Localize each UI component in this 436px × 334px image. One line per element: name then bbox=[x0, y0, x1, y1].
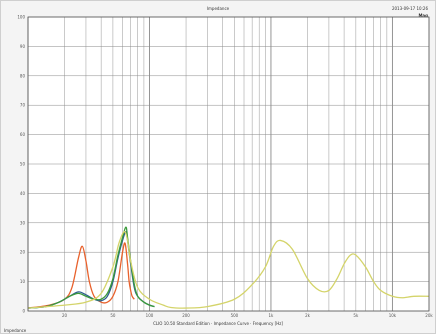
plot-border bbox=[27, 16, 430, 312]
date-stamp: 2013-09-17 10:26 bbox=[391, 6, 428, 11]
y-tick-label: 20 bbox=[20, 250, 26, 255]
y-tick-label: 0 bbox=[22, 309, 25, 314]
chart-title: Impedance bbox=[206, 6, 230, 11]
x-tick-label: 200 bbox=[182, 313, 190, 318]
series-line-4 bbox=[27, 230, 430, 309]
x-tick-label: 50 bbox=[110, 313, 116, 318]
x-tick-label: 10k bbox=[389, 313, 397, 318]
x-tick-label: 5k bbox=[353, 313, 359, 318]
series-line-1 bbox=[27, 242, 135, 309]
mag-tag: Mag bbox=[418, 13, 428, 18]
x-tick-label: 20k bbox=[425, 313, 433, 318]
y-tick-label: 80 bbox=[20, 73, 26, 78]
x-tick-label: 100 bbox=[146, 313, 154, 318]
series bbox=[27, 226, 430, 309]
footer-label: Impedance bbox=[4, 328, 27, 333]
y-tick-label: 70 bbox=[20, 103, 26, 108]
y-tick-label: 50 bbox=[20, 162, 26, 167]
y-tick-label: 90 bbox=[20, 44, 26, 49]
y-tick-label: 60 bbox=[20, 132, 26, 137]
series-line-3 bbox=[27, 226, 155, 309]
footer-note: CLIO 10.50 Standard Edition · Impedance … bbox=[153, 321, 283, 326]
tick-labels: 0 10 20 30 40 50 60 70 80 90 100 20 50 100 200 500 1k 2k 5… bbox=[17, 15, 433, 319]
x-tick-label: 20 bbox=[62, 313, 68, 318]
x-tick-label: 500 bbox=[231, 313, 239, 318]
y-tick-label: 40 bbox=[20, 191, 26, 196]
y-tick-label: 100 bbox=[17, 15, 25, 20]
y-tick-label: 10 bbox=[20, 279, 26, 284]
x-tick-label: 1k bbox=[269, 313, 275, 318]
x-tick-label: 2k bbox=[305, 313, 311, 318]
y-tick-label: 30 bbox=[20, 220, 26, 225]
